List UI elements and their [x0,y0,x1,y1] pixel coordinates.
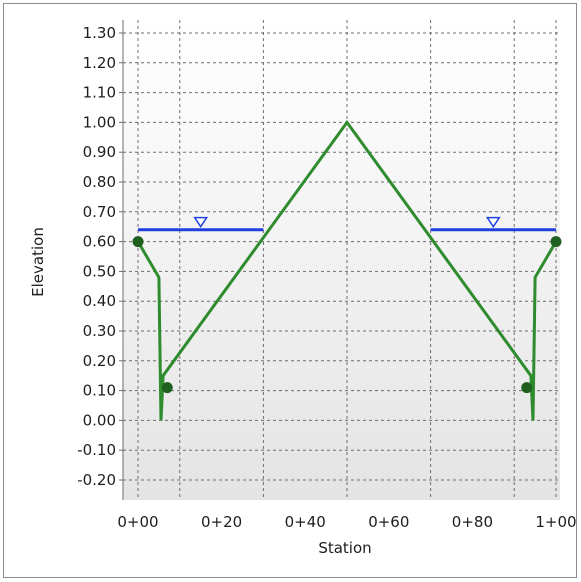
plot-area [123,20,560,500]
tick-label-layer: 1.30 1.20 1.10 1.00 0.90 0.80 0.70 0.60 0.50 0.40… [77,24,576,531]
y-tick-label: 0.50 [83,262,116,280]
series-line [136,119,558,421]
marker-layer [132,216,562,394]
y-tick-label: 0.60 [83,233,116,251]
y-tick-label: 0.80 [83,173,116,191]
ground-point-marker [521,382,533,394]
x-tick-label: 0+80 [452,513,493,531]
y-tick-label: 0.30 [83,322,116,340]
y-tick-label: 1.20 [83,54,116,72]
ground-point-marker [161,382,173,394]
y-tick-label: 1.30 [83,24,116,42]
x-axis-title: Station [318,539,371,557]
ground-point-marker [132,236,144,248]
y-tick-label: -0.10 [77,441,116,459]
x-tick-label: 0+40 [285,513,326,531]
y-axis-title: Elevation [29,227,47,297]
y-tick-label: 0.40 [83,292,116,310]
y-tick-label: 0.10 [83,382,116,400]
x-tick-label: 0+20 [201,513,242,531]
x-tick-label: 1+00 [535,513,576,531]
y-tick-label: 1.00 [83,113,116,131]
y-tick-label: 0.20 [83,352,116,370]
y-tick-label: 0.00 [83,411,116,429]
ground-point-marker [550,236,562,248]
series-layer [136,119,558,421]
y-tick-label: -0.20 [77,471,116,489]
x-tick-label: 0+60 [368,513,409,531]
y-tick-label: 0.70 [83,203,116,221]
y-tick-label: 0.90 [83,143,116,161]
y-tick-label: 1.10 [83,84,116,102]
x-tick-label: 0+00 [117,513,158,531]
water-surface-symbol [485,216,501,229]
water-surface-symbol [193,216,209,229]
